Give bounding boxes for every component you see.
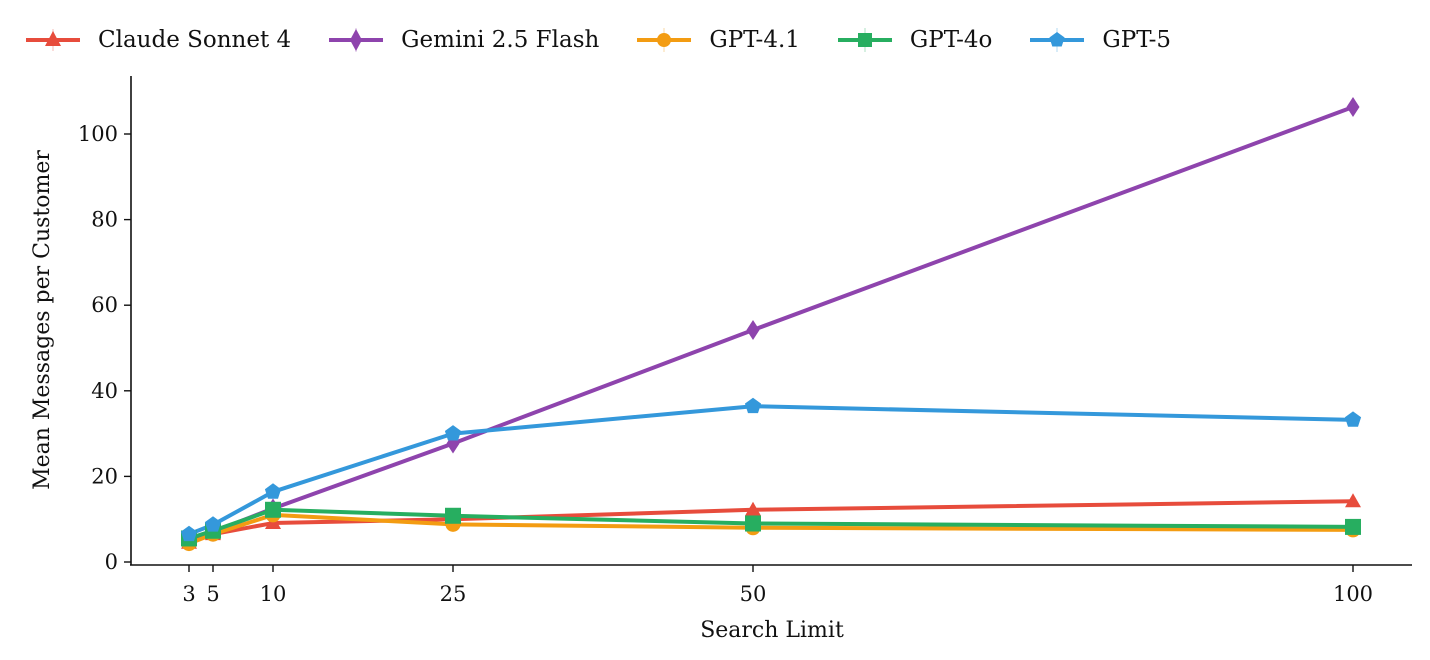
square-marker-icon (445, 507, 461, 524)
legend-item-gpt-4-1: GPT-4.1 (633, 23, 800, 57)
circle-marker-icon (637, 28, 692, 52)
series-line-gpt-4o (188, 507, 1354, 541)
series-markers (180, 97, 1362, 552)
x-tick-label: 10 (260, 582, 287, 606)
diamond-marker-icon (746, 320, 760, 341)
legend-item-gemini-2-5-flash: Gemini 2.5 Flash (325, 23, 599, 57)
series-line-gpt-4-1 (188, 512, 1354, 546)
legend-item-gpt-4o: GPT-4o (834, 23, 992, 57)
triangle-marker-icon (745, 501, 761, 516)
legend-label: GPT-4.1 (709, 27, 800, 53)
chart-legend: Claude Sonnet 4 Gemini 2.5 Flash GPT-4.1… (22, 20, 1205, 60)
x-tick-label: 100 (1333, 582, 1373, 606)
pentagon-marker-icon (180, 525, 198, 542)
x-tick-label: 25 (440, 582, 467, 606)
square-marker-icon (1345, 518, 1361, 535)
y-tick-label: 100 (78, 122, 118, 146)
y-axis-label: Mean Messages per Customer (30, 150, 55, 490)
legend-label: GPT-4o (909, 27, 993, 53)
y-tick-label: 80 (91, 208, 118, 232)
triangle-marker-icon (1345, 493, 1361, 508)
x-axis-label: Search Limit (700, 618, 844, 643)
legend-label: Gemini 2.5 Flash (401, 27, 600, 53)
axes (130, 76, 1412, 566)
legend-item-gpt-5: GPT-5 (1026, 23, 1171, 57)
legend-label: GPT-5 (1102, 27, 1172, 53)
square-marker-icon (745, 515, 761, 532)
square-marker-icon (265, 501, 281, 518)
series-lines (188, 105, 1354, 546)
pentagon-marker-icon (444, 425, 462, 441)
legend-item-claude-sonnet-4: Claude Sonnet 4 (22, 23, 291, 57)
y-tick-label: 0 (105, 550, 118, 574)
x-ticks: 3 5 10 25 50 100 (182, 565, 1373, 606)
diamond-marker-icon (329, 28, 384, 52)
series-line-gemini-2-5-flash (188, 105, 1354, 541)
x-tick-label: 50 (740, 582, 767, 606)
pentagon-marker-icon (1030, 28, 1085, 52)
legend-label: Claude Sonnet 4 (98, 27, 292, 53)
y-tick-label: 60 (91, 293, 118, 317)
series-line-gpt-5 (188, 404, 1354, 537)
pentagon-marker-icon (744, 397, 762, 414)
y-tick-label: 20 (91, 464, 118, 488)
diamond-marker-icon (1346, 97, 1360, 118)
pentagon-marker-icon (1344, 411, 1362, 427)
triangle-marker-icon (26, 29, 80, 51)
y-ticks: 0 20 40 60 80 100 (78, 122, 131, 574)
x-tick-label: 3 (182, 582, 195, 606)
pentagon-marker-icon (264, 483, 282, 499)
square-marker-icon (837, 28, 892, 52)
pentagon-marker-icon (204, 516, 222, 532)
x-tick-label: 5 (206, 582, 219, 606)
y-tick-label: 40 (91, 379, 118, 403)
